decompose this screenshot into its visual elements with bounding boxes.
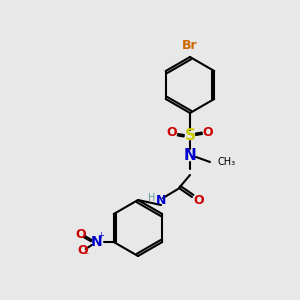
Text: O: O xyxy=(77,244,88,256)
Text: +: + xyxy=(97,232,104,241)
Text: O: O xyxy=(75,227,86,241)
Text: O: O xyxy=(167,127,177,140)
Text: CH₃: CH₃ xyxy=(217,157,235,167)
Text: N: N xyxy=(184,148,196,163)
Text: O: O xyxy=(194,194,204,206)
Text: S: S xyxy=(184,128,196,142)
Text: ⁻: ⁻ xyxy=(83,251,88,261)
Text: H: H xyxy=(148,193,155,203)
Text: N: N xyxy=(156,194,166,206)
Text: O: O xyxy=(203,127,213,140)
Text: Br: Br xyxy=(182,39,198,52)
Text: N: N xyxy=(91,235,103,249)
